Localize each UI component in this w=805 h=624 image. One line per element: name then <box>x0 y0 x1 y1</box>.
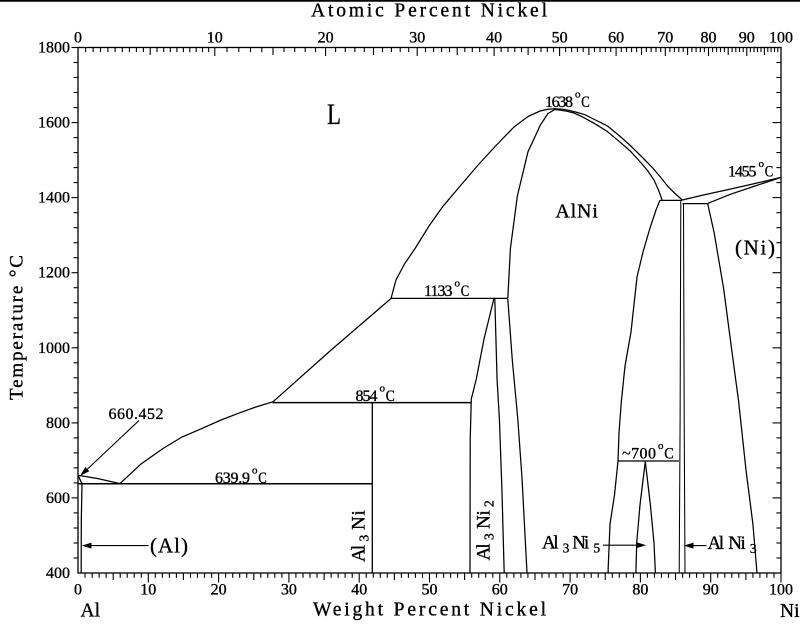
svg-text:C: C <box>461 283 470 300</box>
svg-text:80: 80 <box>701 29 717 46</box>
svg-text:A: A <box>474 547 495 561</box>
svg-text:o: o <box>455 278 461 290</box>
svg-text:(Al): (Al) <box>150 533 188 557</box>
svg-text:50: 50 <box>422 582 438 599</box>
svg-text:l: l <box>474 543 495 548</box>
svg-text:1133: 1133 <box>424 283 453 300</box>
svg-text:L: L <box>327 98 341 131</box>
svg-text:30: 30 <box>409 29 425 46</box>
svg-text:1800: 1800 <box>38 40 70 57</box>
svg-text:C: C <box>765 164 774 181</box>
svg-text:5: 5 <box>593 541 600 556</box>
svg-text:3: 3 <box>563 541 570 556</box>
svg-text:N: N <box>349 516 370 530</box>
svg-text:660.452: 660.452 <box>109 406 164 423</box>
svg-text:90: 90 <box>739 29 755 46</box>
svg-text:70: 70 <box>657 29 673 46</box>
svg-text:N: N <box>474 515 495 529</box>
svg-text:(Ni): (Ni) <box>735 235 775 259</box>
svg-text:o: o <box>575 89 581 101</box>
svg-text:o: o <box>252 465 258 477</box>
svg-text:400: 400 <box>46 565 70 582</box>
svg-text:i: i <box>349 510 370 515</box>
svg-text:C: C <box>581 94 590 111</box>
svg-text:10: 10 <box>207 29 223 46</box>
svg-text:40: 40 <box>351 582 367 599</box>
svg-text:o: o <box>380 383 386 395</box>
svg-text:70: 70 <box>562 582 578 599</box>
svg-text:60: 60 <box>608 29 624 46</box>
svg-text:30: 30 <box>281 582 297 599</box>
svg-text:Al: Al <box>81 601 101 622</box>
svg-text:0: 0 <box>74 29 82 46</box>
svg-text:l: l <box>349 545 370 550</box>
svg-text:i: i <box>584 533 589 554</box>
svg-text:o: o <box>759 158 765 170</box>
svg-text:3: 3 <box>750 541 757 556</box>
svg-text:o: o <box>658 440 664 452</box>
svg-text:C: C <box>386 388 395 405</box>
svg-text:100: 100 <box>769 582 793 599</box>
svg-text:A: A <box>542 533 556 554</box>
svg-text:50: 50 <box>552 29 568 46</box>
svg-text:AlNi: AlNi <box>555 201 598 223</box>
svg-text:N: N <box>728 533 742 554</box>
svg-text:60: 60 <box>492 582 508 599</box>
svg-text:20: 20 <box>211 582 227 599</box>
svg-text:3: 3 <box>357 535 372 542</box>
svg-text:Weight Percent Nickel: Weight Percent Nickel <box>313 600 547 621</box>
svg-text:1400: 1400 <box>38 190 70 207</box>
svg-text:800: 800 <box>46 415 70 432</box>
svg-text:1000: 1000 <box>38 340 70 357</box>
svg-text:90: 90 <box>703 582 719 599</box>
svg-text:80: 80 <box>632 582 648 599</box>
svg-text:C: C <box>258 470 267 487</box>
svg-text:Atomic Percent Nickel: Atomic Percent Nickel <box>311 0 548 21</box>
svg-text:l: l <box>719 533 724 554</box>
svg-text:A: A <box>349 548 370 562</box>
svg-text:Temperature °C: Temperature °C <box>7 255 28 400</box>
svg-text:1600: 1600 <box>38 115 70 132</box>
svg-text:40: 40 <box>486 29 502 46</box>
svg-text:C: C <box>664 446 674 463</box>
svg-text:Ni: Ni <box>780 601 800 622</box>
svg-text:i: i <box>741 533 746 554</box>
svg-text:A: A <box>708 533 722 554</box>
svg-text:~700: ~700 <box>622 445 656 462</box>
svg-text:10: 10 <box>140 582 156 599</box>
svg-text:600: 600 <box>46 490 70 507</box>
svg-text:1638: 1638 <box>545 94 573 111</box>
svg-text:854: 854 <box>356 388 378 405</box>
svg-text:100: 100 <box>769 29 793 46</box>
svg-text:1200: 1200 <box>38 265 70 282</box>
svg-text:20: 20 <box>318 29 334 46</box>
svg-text:0: 0 <box>74 582 82 599</box>
svg-text:3: 3 <box>482 533 497 540</box>
svg-text:i: i <box>474 510 495 515</box>
svg-text:N: N <box>572 533 586 554</box>
svg-text:l: l <box>553 533 558 554</box>
svg-text:639.9: 639.9 <box>215 470 250 487</box>
svg-text:1455: 1455 <box>728 164 757 181</box>
svg-text:2: 2 <box>482 500 497 507</box>
